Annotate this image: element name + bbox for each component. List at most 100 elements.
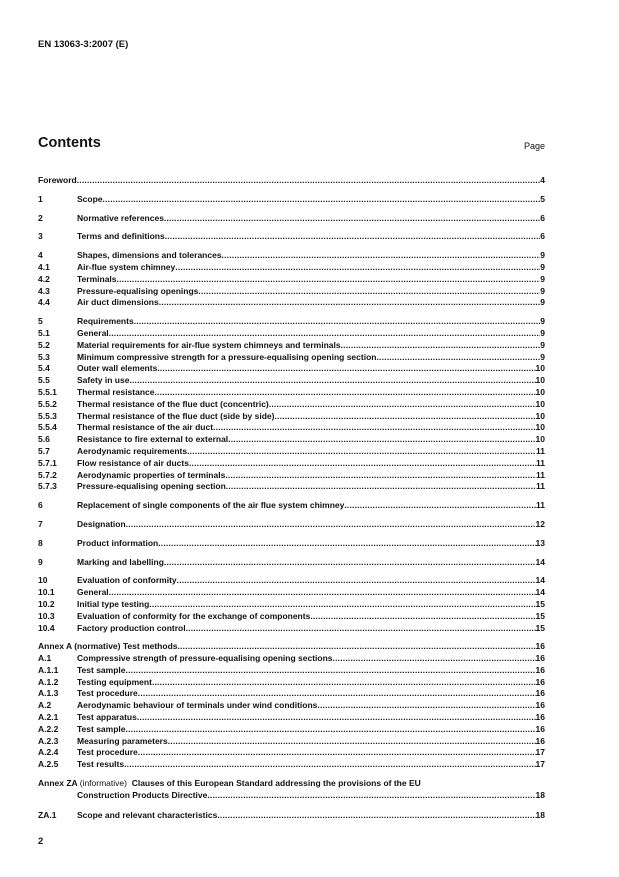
entry-page: 15 — [535, 622, 545, 633]
toc-entry[interactable]: 8 Product information 13 — [38, 538, 545, 550]
toc-entry[interactable]: 5.5 Safety in use 10 — [38, 375, 545, 387]
toc-entry[interactable]: 10.3 Evaluation of conformity for the exc… — [38, 611, 545, 623]
entry-title: Test sample — [77, 723, 126, 734]
toc-entry[interactable]: 4.2 Terminals 9 — [38, 274, 545, 286]
toc-group: Foreword 4 — [38, 175, 545, 187]
entry-number: 4.3 — [38, 285, 50, 296]
toc-entry[interactable]: A.2.3 Measuring parameters 16 — [38, 736, 545, 748]
toc-entry[interactable]: 7 Designation 12 — [38, 519, 545, 531]
dot-leader — [159, 297, 541, 309]
toc-entry[interactable]: 10.2 Initial type testing 15 — [38, 599, 545, 611]
entry-page: 11 — [536, 445, 545, 456]
entry-title: Foreword — [38, 175, 77, 185]
toc-entry[interactable]: 5.5.4 Thermal resistance of the air duct 1… — [38, 422, 545, 434]
toc-entry[interactable]: A.2.4 Test procedure 17 — [38, 747, 545, 759]
entry-page: 16 — [535, 700, 545, 711]
entry-number: 5.5.1 — [38, 386, 57, 397]
entry-page: 5 — [540, 193, 545, 204]
dot-leader — [126, 724, 536, 736]
entry-number: 10.1 — [38, 587, 55, 598]
toc-entry[interactable]: A.1.3 Test procedure 16 — [38, 688, 545, 700]
entry-page: 18 — [535, 809, 545, 820]
toc-entry[interactable]: 5.7.3 Pressure-equalising opening section… — [38, 481, 545, 493]
entry-page: 10 — [535, 386, 545, 397]
dot-leader — [269, 399, 536, 411]
dot-leader — [341, 340, 541, 352]
toc-entry[interactable]: 5.2 Material requirements for air-flue sy… — [38, 340, 545, 352]
toc-entry[interactable]: 6 Replacement of single components of the… — [38, 500, 545, 512]
entry-page: 16 — [535, 688, 545, 699]
toc-entry[interactable]: A.1.2 Testing equipment 16 — [38, 677, 545, 689]
entry-number: 10.4 — [38, 622, 55, 633]
entry-page: 17 — [535, 759, 545, 770]
entry-title: Replacement of single components of the … — [77, 500, 345, 511]
entry-page: 16 — [535, 641, 545, 652]
toc-entry[interactable]: A.1 Compressive strength of pressure-equa… — [38, 653, 545, 665]
toc-entry[interactable]: 5.5.3 Thermal resistance of the flue duct… — [38, 411, 545, 423]
entry-number: 4 — [38, 250, 43, 261]
annex-title-cont: Construction Products Directive — [77, 789, 208, 800]
toc-entry[interactable]: 5.7 Aerodynamic requirements 11 — [38, 446, 545, 458]
entry-number: A.2 — [38, 700, 52, 711]
toc-entry[interactable]: 5.7.1 Flow resistance of air ducts 11 — [38, 458, 545, 470]
toc-entry[interactable]: 5.4 Outer wall elements 10 — [38, 363, 545, 375]
toc-entry[interactable]: ZA.1 Scope and relevant characteristics … — [38, 810, 545, 822]
entry-number: 5 — [38, 316, 43, 327]
toc-entry[interactable]: 4.3 Pressure-equalising openings 9 — [38, 286, 545, 298]
dot-leader — [333, 653, 536, 665]
table-of-contents: Foreword 4 1 Scope 5 2 Normative references 6 3 T… — [38, 175, 545, 821]
toc-entry[interactable]: A.2.5 Test results 17 — [38, 759, 545, 771]
dot-leader — [126, 665, 536, 677]
toc-entry[interactable]: 2 Normative references 6 — [38, 213, 545, 225]
entry-page: 12 — [535, 518, 545, 529]
entry-title: Aerodynamic behaviour of terminals under… — [77, 700, 318, 711]
toc-entry[interactable]: A.2.1 Test apparatus 16 — [38, 712, 545, 724]
toc-entry[interactable]: 5.5.1 Thermal resistance 10 — [38, 387, 545, 399]
toc-entry-annex-za-cont[interactable]: Construction Products Directive 18 — [38, 790, 545, 802]
toc-entry[interactable]: 10 Evaluation of conformity 14 — [38, 575, 545, 587]
dot-leader — [164, 213, 540, 225]
toc-entry[interactable]: Annex A (normative) Test methods 16 — [38, 641, 545, 653]
entry-number: A.1 — [38, 653, 52, 664]
entry-page: 17 — [535, 747, 545, 758]
toc-entry[interactable]: 1 Scope 5 — [38, 194, 545, 206]
toc-entry[interactable]: 5.6 Resistance to fire external to extern… — [38, 434, 545, 446]
entry-number: 5.7.2 — [38, 469, 57, 480]
entry-number: A.2.5 — [38, 759, 59, 770]
entry-number: 10.2 — [38, 598, 55, 609]
entry-number: A.1.3 — [38, 688, 59, 699]
toc-entry[interactable]: Foreword 4 — [38, 175, 545, 187]
toc-entry[interactable]: 4.1 Air-flue system chimney 9 — [38, 262, 545, 274]
toc-entry[interactable]: 4 Shapes, dimensions and tolerances 9 — [38, 250, 545, 262]
dot-leader — [103, 194, 541, 206]
toc-entry[interactable]: 5.5.2 Thermal resistance of the flue duct… — [38, 399, 545, 411]
toc-entry-annex-za[interactable]: Annex ZA (informative) Clauses of this E… — [38, 778, 545, 790]
entry-page: 10 — [535, 434, 545, 445]
toc-entry[interactable]: 10.4 Factory production control 15 — [38, 623, 545, 635]
toc-entry[interactable]: 5.3 Minimum compressive strength for a pr… — [38, 352, 545, 364]
dot-leader — [189, 458, 536, 470]
entry-page: 15 — [535, 598, 545, 609]
dot-leader — [226, 481, 536, 493]
dot-leader — [109, 328, 541, 340]
entry-title: Terms and definitions — [77, 231, 165, 242]
toc-entry[interactable]: 5 Requirements 9 — [38, 316, 545, 328]
toc-entry[interactable]: 3 Terms and definitions 6 — [38, 231, 545, 243]
toc-entry[interactable]: 5.7.2 Aerodynamic properties of terminals… — [38, 470, 545, 482]
toc-group: 4 Shapes, dimensions and tolerances 9 4.1 Ai… — [38, 250, 545, 309]
entry-number: 5.7 — [38, 445, 50, 456]
toc-entry[interactable]: 5.1 General 9 — [38, 328, 545, 340]
entry-page: 14 — [535, 587, 545, 598]
toc-entry[interactable]: A.2 Aerodynamic behaviour of terminals un… — [38, 700, 545, 712]
entry-title: Shapes, dimensions and tolerances — [77, 250, 222, 261]
toc-entry[interactable]: A.1.1 Test sample 16 — [38, 665, 545, 677]
entry-number: 5.5 — [38, 375, 50, 386]
toc-entry[interactable]: A.2.2 Test sample 16 — [38, 724, 545, 736]
toc-entry[interactable]: 10.1 General 14 — [38, 587, 545, 599]
toc-entry[interactable]: 4.4 Air duct dimensions 9 — [38, 297, 545, 309]
toc-group: 8 Product information 13 — [38, 538, 545, 550]
entry-page: 9 — [540, 339, 545, 350]
toc-entry[interactable]: 9 Marking and labelling 14 — [38, 557, 545, 569]
entry-page: 16 — [535, 676, 545, 687]
